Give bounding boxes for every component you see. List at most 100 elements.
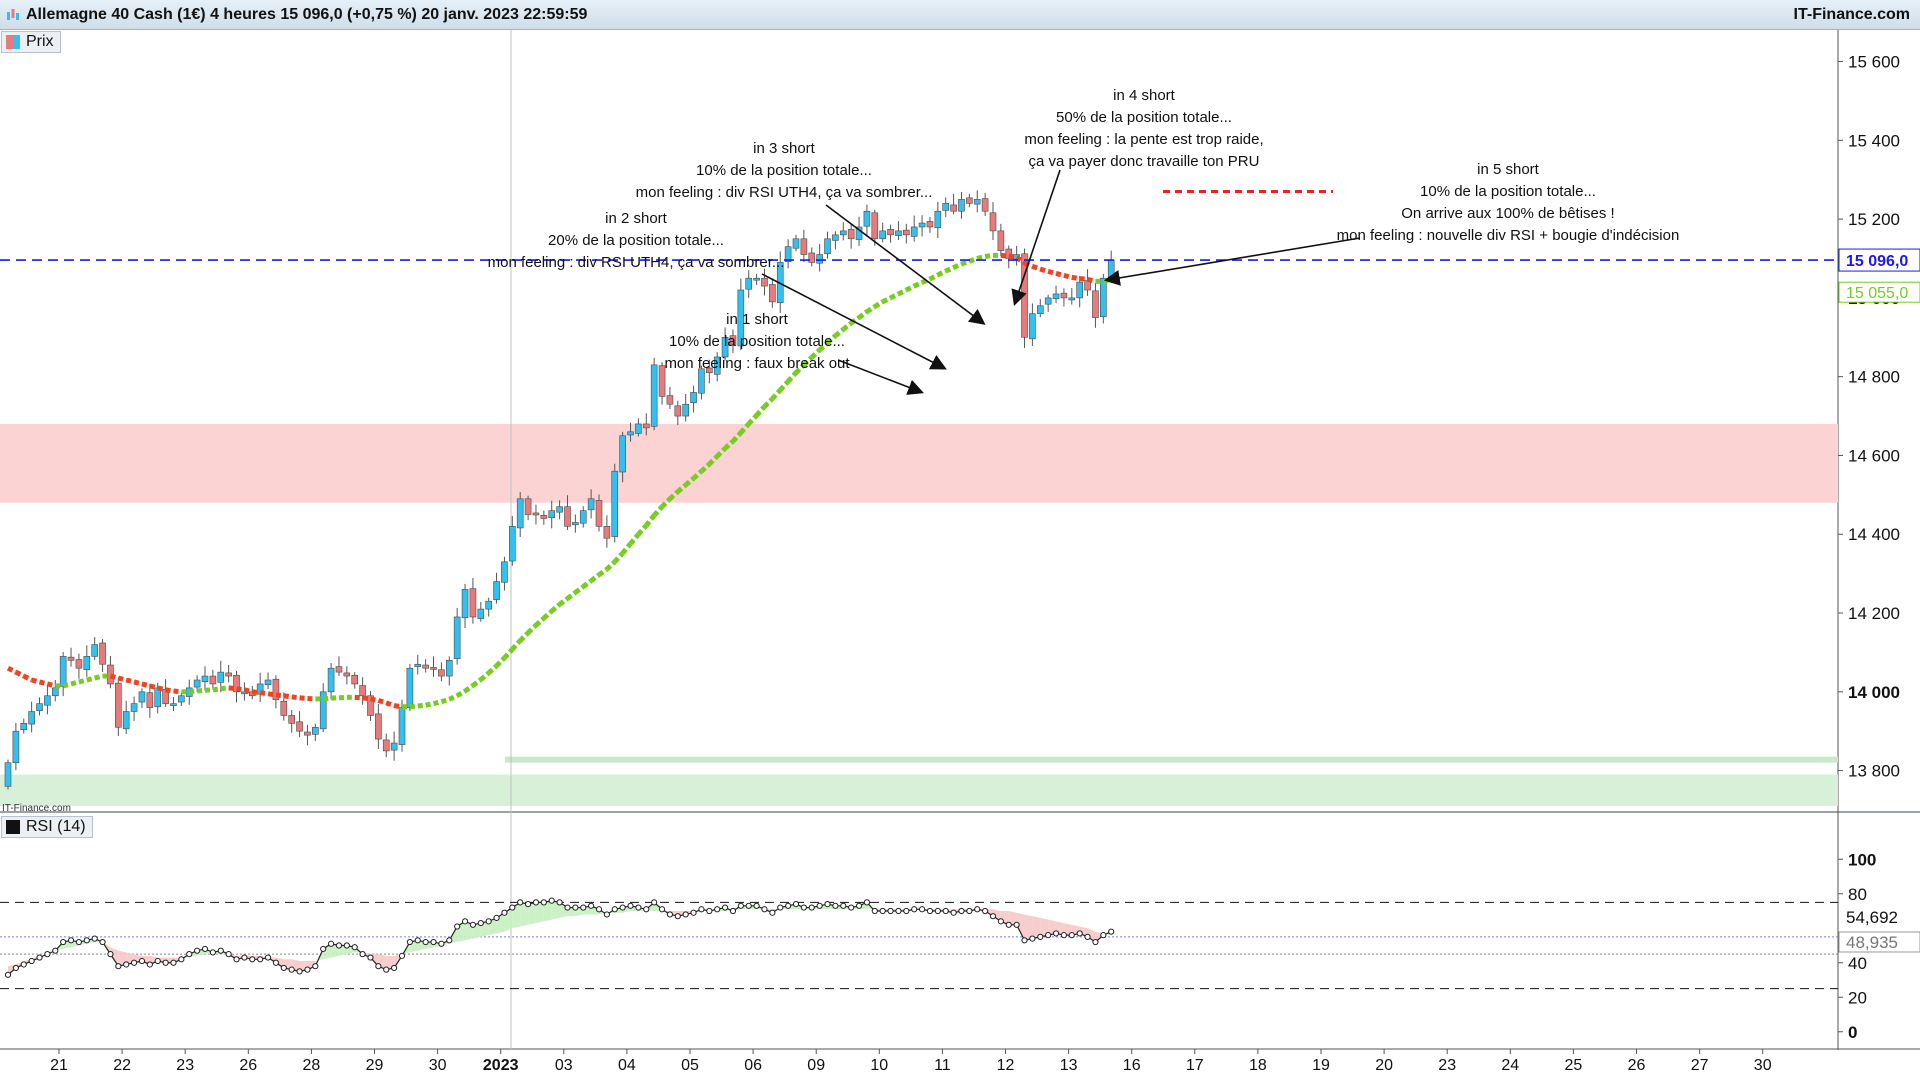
y-tick-label: 14 000 — [1848, 683, 1900, 702]
chart-canvas[interactable]: 21 22 23 26 28 29 30 2023 03 04 05 06 09 10 11 12 13 16 17… — [0, 30, 1920, 1080]
rsi-legend[interactable]: RSI (14) — [1, 816, 93, 838]
candle-body — [1076, 281, 1083, 299]
x-tick-label: 30 — [1754, 1057, 1772, 1074]
y-tick-label: 15 400 — [1848, 131, 1900, 150]
ma-segment — [589, 572, 601, 583]
candle-body — [170, 703, 177, 706]
candle-body — [264, 679, 272, 686]
candle-body — [674, 405, 682, 417]
price-legend[interactable]: Prix — [1, 31, 61, 53]
rsi-point — [1005, 921, 1012, 928]
candle-body — [769, 284, 776, 303]
annotation-text: mon feeling : nouvelle div RSI + bougie … — [1337, 227, 1680, 244]
rsi-point — [855, 902, 863, 909]
ma-segment — [409, 703, 419, 710]
candle-body — [493, 581, 500, 600]
ma-segment — [754, 404, 767, 417]
ma-segment — [494, 656, 507, 668]
rsi-point — [895, 907, 902, 915]
y-tick-label: 13 800 — [1848, 762, 1900, 781]
ma-segment — [440, 696, 450, 705]
candle-body — [280, 700, 288, 716]
annotation-text: in 4 short — [1113, 87, 1176, 104]
candle-body — [729, 335, 737, 346]
rsi-point — [761, 906, 768, 913]
rsi-point — [422, 938, 429, 946]
ma-segment — [936, 268, 947, 278]
ma-segment — [778, 379, 790, 392]
ma-segment — [573, 584, 585, 595]
rsi-fill — [1063, 923, 1072, 936]
support-zone — [0, 774, 1838, 807]
candle-body — [130, 703, 138, 712]
ma-segment — [668, 489, 680, 501]
x-tick-label: 19 — [1312, 1057, 1330, 1074]
ma-segment — [605, 560, 617, 572]
rsi-point — [824, 901, 831, 908]
title-bar: Allemagne 40 Cash (1€) 4 heures 15 096,0… — [0, 0, 1920, 30]
candle-body — [296, 721, 303, 732]
candle-body — [115, 682, 122, 728]
rsi-point — [115, 963, 122, 970]
y-tick-label: 14 400 — [1848, 525, 1900, 544]
candle-body — [934, 210, 942, 229]
y-tick-label: 15 600 — [1848, 53, 1900, 72]
ma-segment — [283, 693, 293, 700]
brand-label: IT-Finance.com — [1793, 6, 1910, 23]
candle-body — [4, 762, 12, 787]
chart-app-icon — [7, 9, 19, 20]
rsi-point — [67, 937, 75, 944]
ma-segment — [1047, 269, 1057, 276]
rsi-point — [532, 899, 540, 906]
candle-body — [99, 642, 106, 665]
candle-body — [312, 726, 319, 735]
candle-body — [879, 230, 886, 240]
ma-segment — [565, 590, 577, 601]
candle-body — [375, 713, 382, 740]
ma-segment — [157, 685, 167, 693]
candle-body — [579, 510, 587, 524]
ma-segment — [1063, 272, 1073, 280]
rsi-point — [28, 957, 35, 965]
rsi-point — [170, 959, 177, 966]
ma-segment — [984, 252, 994, 259]
rsi-point — [1108, 928, 1115, 935]
rsi-fill — [528, 902, 536, 925]
candle-body — [800, 238, 808, 255]
rsi-point — [52, 947, 59, 954]
x-tick-label: 2023 — [483, 1057, 519, 1074]
candle-body — [548, 510, 556, 518]
rsi-point — [1084, 933, 1091, 940]
rsi-fill — [1016, 912, 1025, 941]
candle-body — [981, 198, 989, 212]
candle-body — [217, 671, 225, 683]
ma-segment — [14, 669, 25, 679]
ma-segment — [1031, 264, 1042, 272]
rsi-point — [548, 897, 555, 904]
ma-segment — [952, 261, 963, 270]
candle-body — [713, 356, 721, 375]
rsi-point — [721, 904, 729, 911]
ma-segment — [448, 693, 459, 702]
ma-segment — [322, 695, 332, 702]
candle-body — [650, 364, 658, 427]
candle-body — [1052, 293, 1060, 299]
ma-segment — [944, 265, 955, 274]
rsi-y-tick-label: 20 — [1848, 988, 1867, 1007]
candle-body — [532, 512, 540, 516]
x-tick-label: 26 — [239, 1057, 257, 1074]
ma-segment — [62, 681, 72, 689]
candle-body — [761, 277, 768, 287]
candle-body — [445, 660, 453, 677]
x-tick-label: 10 — [870, 1057, 888, 1074]
rsi-fill — [543, 900, 552, 922]
annotation-text: in 3 short — [753, 140, 816, 157]
ma-segment — [715, 446, 727, 459]
ma-segment — [252, 689, 261, 696]
candle-body — [509, 526, 516, 562]
candle-body — [706, 367, 713, 374]
candle-body — [398, 707, 406, 745]
x-tick-label: 13 — [1060, 1057, 1078, 1074]
ma-segment — [518, 630, 530, 643]
candle-body — [51, 687, 59, 697]
